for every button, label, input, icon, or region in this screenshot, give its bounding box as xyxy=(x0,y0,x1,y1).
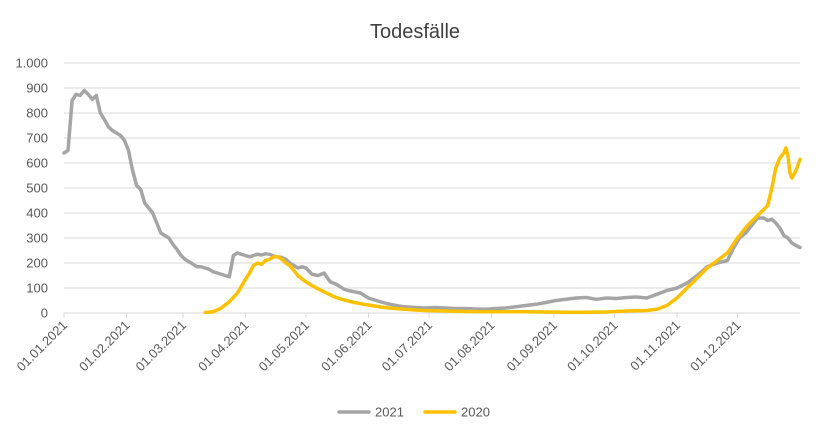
x-tick-label: 01.06.2021 xyxy=(318,318,375,375)
x-tick-label: 01.10.2021 xyxy=(564,318,621,375)
x-tick-label: 01.07.2021 xyxy=(378,318,435,375)
legend-label-2020: 2020 xyxy=(461,405,490,420)
x-tick-label: 01.08.2021 xyxy=(441,318,498,375)
legend-label-2021: 2021 xyxy=(375,405,404,420)
y-tick-label: 400 xyxy=(26,206,48,221)
x-tick-label: 01.01.2021 xyxy=(13,318,70,375)
x-tick-label: 01.12.2021 xyxy=(687,318,744,375)
y-tick-label: 300 xyxy=(26,231,48,246)
y-tick-label: 200 xyxy=(26,256,48,271)
x-tick-label: 01.03.2021 xyxy=(132,318,189,375)
y-axis-ticks: 0 100 200 300 400 500 600 700 800 900 1.000 xyxy=(15,56,48,321)
legend: 2021 2020 xyxy=(337,405,490,420)
x-tick-label: 01.11.2021 xyxy=(627,318,683,374)
y-tick-label: 500 xyxy=(26,181,48,196)
series-lines xyxy=(62,88,802,315)
x-tick-label: 01.02.2021 xyxy=(76,318,133,375)
y-tick-label: 800 xyxy=(26,106,48,121)
chart-title: Todesfälle xyxy=(370,21,460,43)
x-axis-ticks: 01.01.2021 01.02.2021 01.03.2021 01.04.2021… xyxy=(13,313,744,375)
series-line-2021 xyxy=(62,88,802,312)
y-tick-label: 600 xyxy=(26,156,48,171)
x-tick-label: 01.05.2021 xyxy=(255,318,312,375)
x-tick-label: 01.04.2021 xyxy=(195,318,252,375)
y-tick-label: 100 xyxy=(26,281,48,296)
y-tick-label: 0 xyxy=(41,306,48,321)
x-tick-label: 01.09.2021 xyxy=(503,318,560,375)
gridlines xyxy=(64,62,800,314)
series-line-2020 xyxy=(203,146,802,315)
y-tick-label: 900 xyxy=(26,81,48,96)
y-tick-label: 1.000 xyxy=(15,56,48,71)
y-tick-label: 700 xyxy=(26,131,48,146)
